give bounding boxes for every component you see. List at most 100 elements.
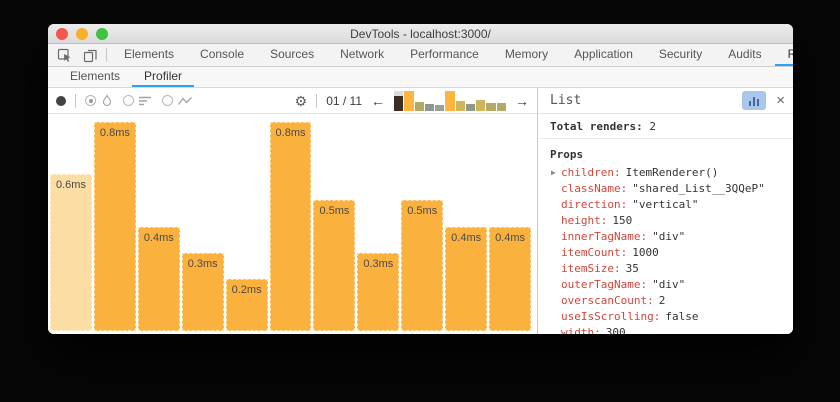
snapshot-counter: 01 / 11 xyxy=(326,93,362,108)
prop-value: 150 xyxy=(612,213,633,227)
chart-bar[interactable]: 0.4ms xyxy=(445,226,488,331)
bar-duration-label: 0.3ms xyxy=(363,257,394,270)
profiler-toolbar: ⚙ 01 / 11 ← → List × xyxy=(48,88,793,114)
minimize-window-button[interactable] xyxy=(76,28,88,40)
divider xyxy=(316,93,318,108)
prop-key: overscanCount: xyxy=(561,293,654,307)
render-chart-button[interactable] xyxy=(742,91,767,110)
radio-selected-icon xyxy=(85,95,96,106)
prop-value: "div" xyxy=(652,277,686,291)
react-tabs: Elements Profiler xyxy=(58,67,195,87)
prop-key: direction: xyxy=(561,197,628,211)
prop-key: className: xyxy=(561,181,628,195)
tab-security[interactable]: Security xyxy=(658,47,703,61)
snapshot-mini-bar[interactable] xyxy=(445,90,455,111)
tab-application[interactable]: Application xyxy=(574,47,633,61)
selected-component-name: List xyxy=(550,93,582,108)
bar-duration-label: 0.2ms xyxy=(231,283,262,296)
record-button[interactable] xyxy=(56,95,66,106)
snapshot-mini-bar[interactable] xyxy=(476,91,486,111)
settings-gear-icon[interactable]: ⚙ xyxy=(294,92,308,109)
prop-key: itemCount: xyxy=(561,245,628,259)
prop-key: outerTagName: xyxy=(561,277,648,291)
prop-value: 35 xyxy=(625,261,639,275)
chart-bar[interactable]: 0.3ms xyxy=(181,252,224,331)
zoom-window-button[interactable] xyxy=(96,28,108,40)
prop-value: "vertical" xyxy=(632,197,699,211)
bar-duration-label: 0.5ms xyxy=(319,205,350,218)
react-tab-elements[interactable]: Elements xyxy=(70,69,121,83)
divider xyxy=(75,93,76,108)
tab-network[interactable]: Network xyxy=(340,47,385,61)
snapshot-mini-bar[interactable] xyxy=(465,91,476,111)
tab-react[interactable]: React xyxy=(774,44,793,66)
snapshot-selector[interactable] xyxy=(394,90,506,111)
chart-bar[interactable]: 0.5ms xyxy=(313,200,356,331)
profiler-content: 0.6ms 0.8ms 0.4ms 0.3ms 0.2ms 0.8ms 0.5ms 0.3ms… xyxy=(48,114,793,334)
prop-key: height: xyxy=(561,213,608,227)
chart-bar[interactable]: 0.8ms xyxy=(93,122,136,331)
snapshot-mini-bar[interactable] xyxy=(414,91,424,111)
prop-row-width: width: 300 xyxy=(538,324,793,335)
total-renders-value: 2 xyxy=(649,120,656,133)
react-tab-profiler[interactable]: Profiler xyxy=(132,67,195,87)
devtools-window: DevTools - localhost:3000/ Elements Conso… xyxy=(48,24,793,334)
chart-bar[interactable]: 0.6ms xyxy=(50,174,92,331)
chart-bar[interactable]: 0.4ms xyxy=(137,226,180,331)
interactions-view-toggle[interactable] xyxy=(162,95,193,107)
snapshot-mini-bar[interactable] xyxy=(435,91,445,111)
tab-audits[interactable]: Audits xyxy=(728,47,762,61)
details-panel: Total renders: 2 Props ▶ children: ItemRen… xyxy=(538,114,793,334)
flamegraph-view-toggle[interactable] xyxy=(85,93,114,108)
ranked-view-toggle[interactable] xyxy=(123,95,153,107)
chart-bar[interactable]: 0.8ms xyxy=(269,122,312,331)
title-bar: DevTools - localhost:3000/ xyxy=(48,24,793,44)
bar-duration-label: 0.6ms xyxy=(56,179,86,192)
close-window-button[interactable] xyxy=(56,28,68,40)
details-panel-header: List × xyxy=(538,88,793,114)
tab-sources[interactable]: Sources xyxy=(270,47,315,61)
divider xyxy=(106,48,107,62)
radio-icon xyxy=(162,95,173,106)
expander-icon[interactable]: ▶ xyxy=(551,167,556,177)
tab-console[interactable]: Console xyxy=(200,47,245,61)
chart-bar[interactable]: 0.5ms xyxy=(401,200,444,331)
prop-row-children[interactable]: ▶ children: ItemRenderer() xyxy=(538,164,793,180)
devtools-tab-bar: Elements Console Sources Network Performance… xyxy=(48,44,793,67)
prop-value: ItemRenderer() xyxy=(625,165,719,179)
prop-key: innerTagName: xyxy=(561,229,648,243)
tab-performance[interactable]: Performance xyxy=(410,47,479,61)
snapshot-mini-bar[interactable] xyxy=(496,91,506,111)
device-toolbar-icon[interactable] xyxy=(80,46,100,64)
radio-icon xyxy=(123,95,134,106)
total-renders-label: Total renders: xyxy=(550,120,643,133)
next-snapshot-button[interactable]: → xyxy=(515,92,529,109)
close-details-icon[interactable]: × xyxy=(776,92,785,109)
devtools-tabs: Elements Console Sources Network Performance… xyxy=(111,44,793,66)
tab-memory[interactable]: Memory xyxy=(504,47,549,61)
bar-duration-label: 0.8ms xyxy=(275,127,306,139)
snapshot-mini-bar[interactable] xyxy=(394,90,404,111)
chart-bar[interactable]: 0.2ms xyxy=(225,278,268,331)
snapshot-mini-bar[interactable] xyxy=(404,90,414,111)
prop-value: "shared_List__3QQeP" xyxy=(632,181,765,195)
prop-value: 2 xyxy=(658,293,666,307)
prop-row-overscanCount: overscanCount: 2 xyxy=(538,292,793,308)
bar-duration-label: 0.3ms xyxy=(187,257,218,270)
react-tab-bar: Elements Profiler xyxy=(48,67,793,88)
chart-bar[interactable]: 0.3ms xyxy=(357,252,400,331)
prop-row-className: className: "shared_List__3QQeP" xyxy=(538,180,793,196)
inspect-element-icon[interactable] xyxy=(54,46,74,64)
prop-row-height: height: 150 xyxy=(538,212,793,228)
chart-bars: 0.6ms 0.8ms 0.4ms 0.3ms 0.2ms 0.8ms 0.5ms 0.3ms… xyxy=(50,122,531,331)
snapshot-mini-bar[interactable] xyxy=(424,91,435,111)
prop-row-innerTagName: innerTagName: "div" xyxy=(538,228,793,244)
chart-bar[interactable]: 0.4ms xyxy=(489,226,531,331)
snapshot-mini-bar[interactable] xyxy=(455,91,465,111)
window-title: DevTools - localhost:3000/ xyxy=(350,26,491,41)
previous-snapshot-button[interactable]: ← xyxy=(371,92,385,109)
props-list: ▶ children: ItemRenderer() className: "share… xyxy=(538,164,793,335)
snapshot-mini-bar[interactable] xyxy=(486,91,496,111)
prop-value: false xyxy=(665,309,699,323)
tab-elements[interactable]: Elements xyxy=(124,47,175,61)
